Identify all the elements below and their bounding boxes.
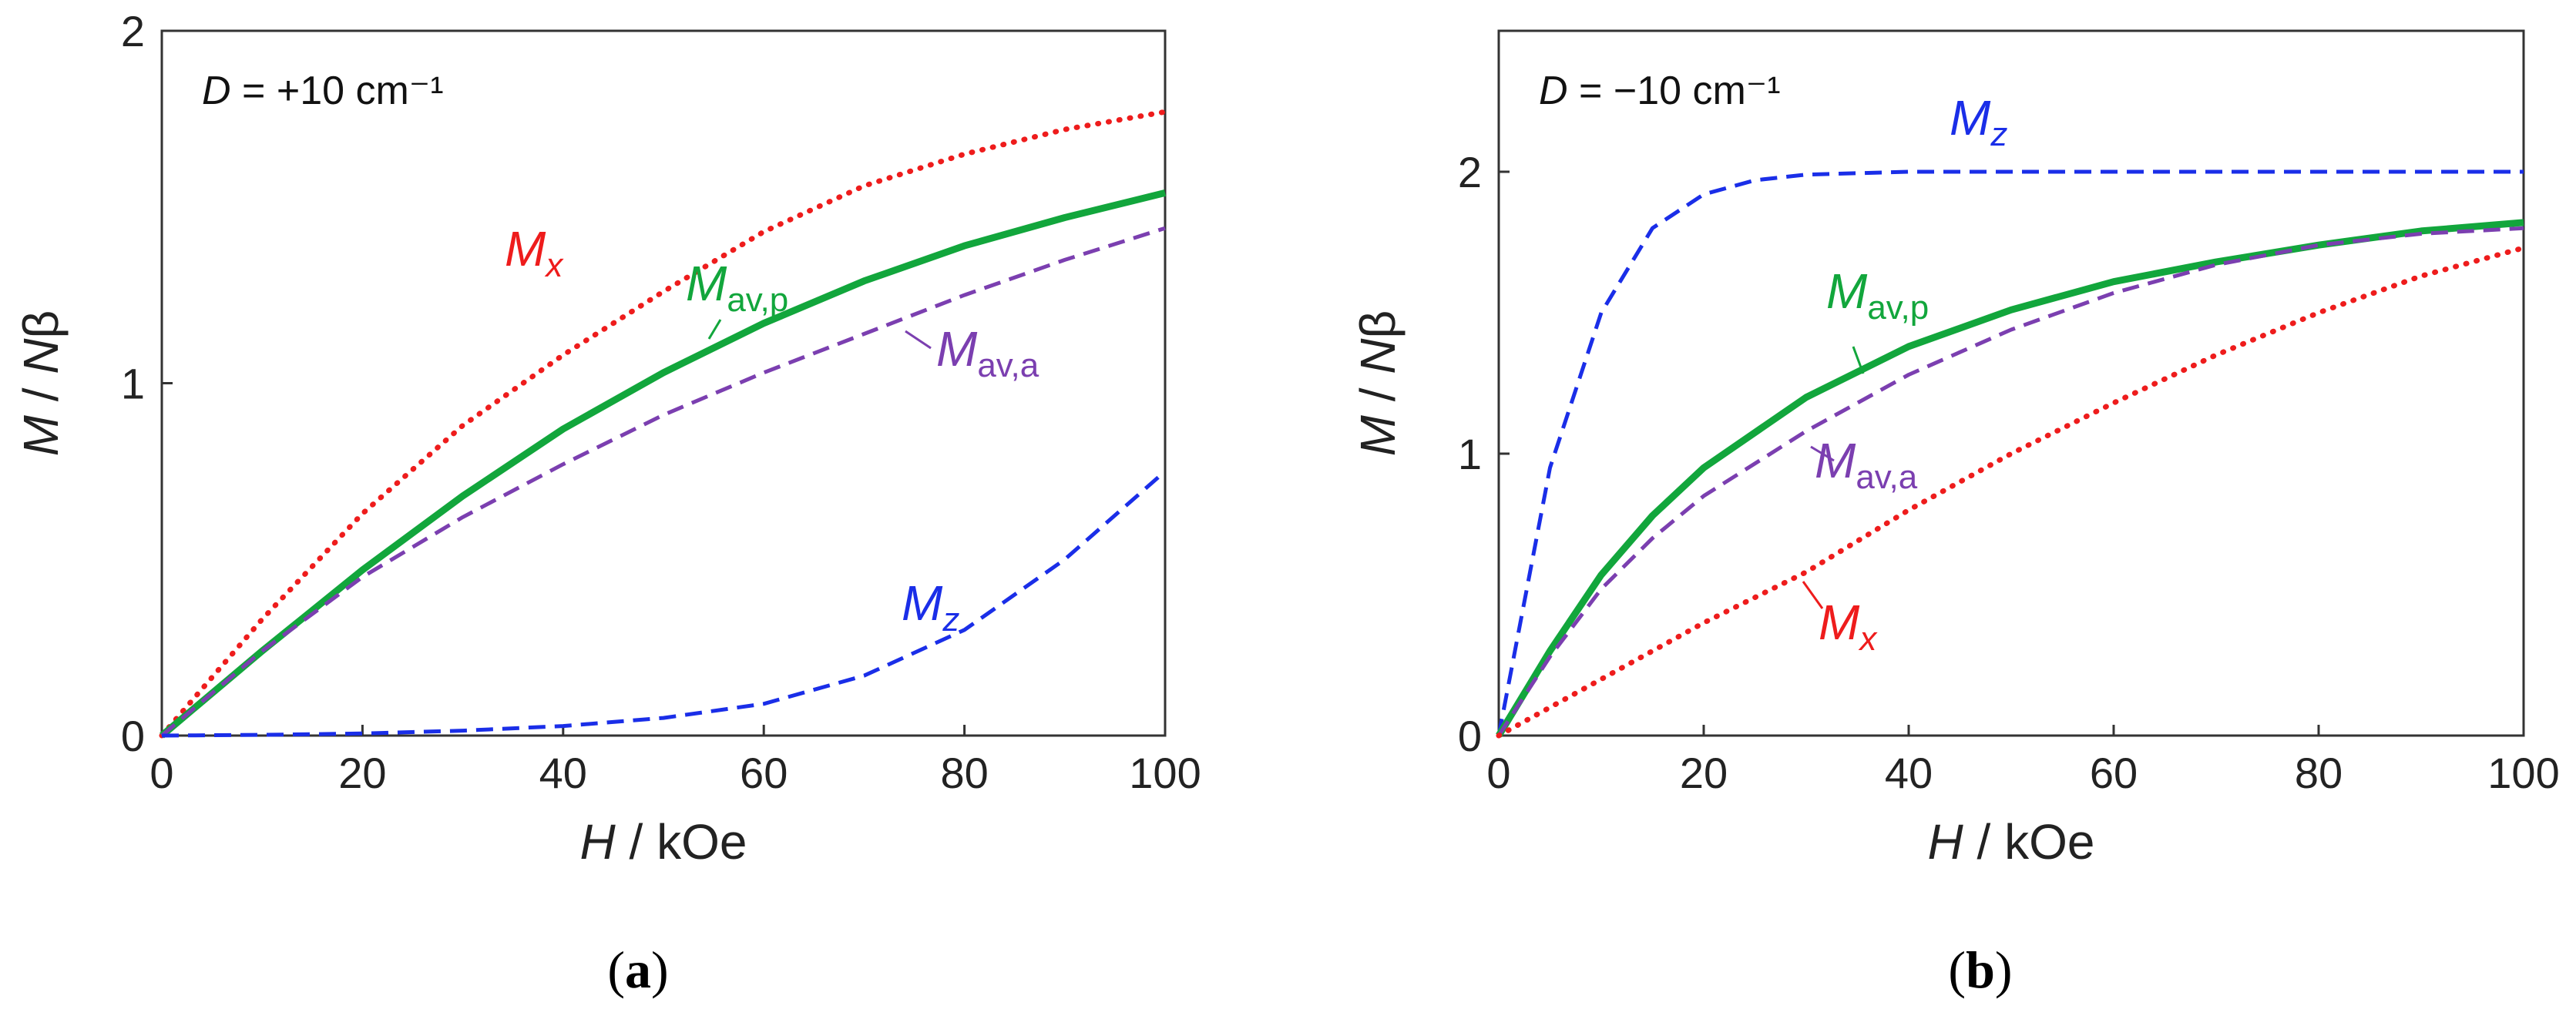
y-axis-label-separator: / — [13, 374, 69, 415]
series-label-Mav-a: Mav,a — [936, 321, 1039, 384]
series-label-Mz: Mz — [902, 575, 959, 639]
panel-b: 0 20 40 60 80 100 0 1 2 H / kOe M / Nβ D = −10 cm⁻¹… — [1350, 29, 2560, 999]
x-tick-label: 20 — [1680, 749, 1728, 797]
x-axis-label: H / kOe — [580, 814, 747, 870]
series-label-leader — [1852, 346, 1865, 374]
series-label-Mz: Mz — [1950, 90, 2007, 153]
series-label-subscript: av,a — [977, 347, 1039, 384]
y-axis-label: M / Nβ — [1350, 310, 1406, 457]
series-label-subscript: z — [942, 601, 959, 639]
panel-caption: (b) — [1948, 940, 2012, 999]
y-axis-label-tail: β — [1350, 310, 1406, 339]
x-tick-label: 100 — [2487, 749, 2559, 797]
x-tick-label: 20 — [338, 749, 386, 797]
y-axis-label-symbol: M — [1350, 414, 1406, 456]
series-label-Mx: Mx — [1819, 595, 1878, 658]
panel-a: 0 20 40 60 80 100 0 1 2 H / kOe M / Nβ D = +10 cm⁻¹… — [13, 7, 1201, 999]
x-tick-label: 40 — [1885, 749, 1933, 797]
caption-close: ) — [651, 940, 669, 999]
series-label-subscript: x — [544, 246, 564, 284]
y-tick-label: 2 — [1458, 148, 1482, 196]
x-tick-label: 60 — [2090, 749, 2138, 797]
series-label-symbol: M — [936, 321, 978, 377]
y-axis-label-tail: β — [13, 310, 69, 339]
series-line-Mav-a — [1496, 226, 2524, 737]
series-label-symbol: M — [902, 575, 943, 631]
caption-open: ( — [1948, 940, 1966, 999]
series-label-symbol: M — [1826, 263, 1868, 319]
parameter-annotation-symbol: D — [1539, 69, 1568, 113]
caption-letter: b — [1966, 940, 1995, 999]
x-tick-label: 100 — [1129, 749, 1201, 797]
y-axis-label-symbol: M — [13, 414, 69, 456]
series-label-subscript: x — [1858, 620, 1878, 658]
x-tick-label: 80 — [2295, 749, 2343, 797]
parameter-annotation: D = +10 cm⁻¹ — [202, 69, 444, 113]
y-tick-label: 0 — [121, 712, 145, 760]
series-line-Mx — [1496, 245, 2527, 739]
series-line-Mav-a — [160, 226, 1166, 737]
series-label-symbol: M — [1815, 433, 1856, 488]
series-label-subscript: z — [1990, 116, 2007, 153]
x-tick-label: 0 — [149, 749, 173, 797]
y-tick-label: 1 — [1458, 430, 1482, 478]
series-label-leader — [1802, 581, 1824, 609]
series-label-leader — [707, 319, 722, 340]
series-line-Mx — [159, 109, 1168, 739]
series-label-leader — [1810, 445, 1835, 462]
parameter-annotation-value: = −10 cm⁻¹ — [1568, 69, 1781, 113]
y-tick-label: 0 — [1458, 712, 1482, 760]
series-label-Mx: Mx — [505, 221, 564, 284]
y-axis-label-separator: / — [1350, 374, 1406, 415]
series-line-Mz — [1496, 169, 2524, 736]
y-axis-label-symbol2: N — [13, 338, 69, 374]
series-label-subscript: av,p — [727, 281, 788, 319]
y-axis-label-symbol2: N — [1350, 338, 1406, 374]
caption-open: ( — [607, 940, 625, 999]
series-label-symbol: M — [1819, 595, 1860, 650]
caption-letter: a — [625, 940, 651, 999]
series-label-Mav-p: Mav,p — [686, 256, 788, 319]
series-label-symbol: M — [686, 256, 727, 311]
series-label-Mav-p: Mav,p — [1826, 263, 1929, 327]
x-axis-label-unit: / kOe — [1963, 814, 2095, 870]
series-label-Mav-a: Mav,a — [1815, 433, 1918, 496]
x-axis-label: H / kOe — [1928, 814, 2095, 870]
y-axis-label: M / Nβ — [13, 310, 69, 457]
series-label-subscript: av,a — [1856, 458, 1917, 496]
parameter-annotation-value: = +10 cm⁻¹ — [231, 69, 444, 113]
series-line-Mav-p — [1496, 219, 2524, 738]
x-axis-label-unit: / kOe — [616, 814, 747, 870]
series-line-Mz — [161, 470, 1167, 738]
y-tick-label: 2 — [121, 7, 145, 55]
plot-frame — [1497, 29, 2525, 737]
series-label-symbol: M — [505, 221, 546, 277]
series-label-subscript: av,p — [1867, 289, 1929, 327]
y-tick-label: 1 — [121, 360, 145, 408]
x-axis-label-symbol: H — [1928, 814, 1964, 870]
x-tick-label: 60 — [740, 749, 788, 797]
series-line-Mav-p — [160, 189, 1167, 739]
x-tick-label: 80 — [940, 749, 988, 797]
series-label-leader — [905, 330, 932, 350]
caption-close: ) — [1995, 940, 2013, 999]
panel-caption: (a) — [607, 940, 668, 999]
x-tick-label: 0 — [1486, 749, 1510, 797]
x-tick-label: 40 — [539, 749, 587, 797]
series-label-symbol: M — [1950, 90, 1991, 146]
parameter-annotation-symbol: D — [202, 69, 231, 113]
x-axis-label-symbol: H — [580, 814, 616, 870]
parameter-annotation: D = −10 cm⁻¹ — [1539, 69, 1781, 113]
